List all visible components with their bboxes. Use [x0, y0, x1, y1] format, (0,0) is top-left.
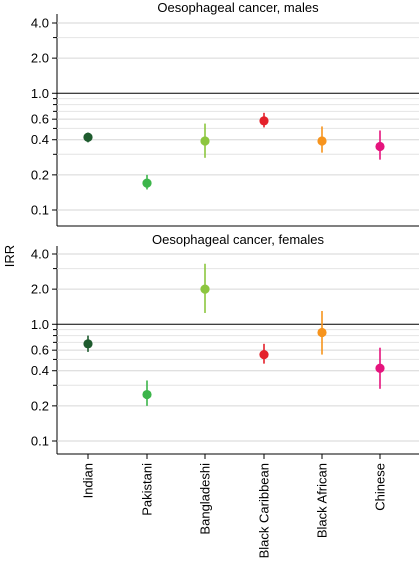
data-point — [317, 327, 327, 338]
y-tick-label: 0.6 — [31, 112, 49, 127]
data-point — [375, 141, 385, 152]
y-tick-label: 0.4 — [31, 132, 49, 147]
y-axis-label: IRR — [2, 245, 17, 267]
data-point — [200, 284, 210, 294]
y-tick-label: 1.0 — [31, 317, 49, 332]
y-tick-label: 2.0 — [31, 282, 49, 297]
x-tick-label: Bangladeshi — [198, 463, 213, 535]
data-point — [142, 389, 152, 400]
data-point — [259, 116, 269, 126]
x-tick-label: Chinese — [373, 463, 388, 511]
y-tick-label: 0.1 — [31, 434, 49, 449]
y-tick-label: 4.0 — [31, 16, 49, 31]
x-tick-label: Black Caribbean — [257, 463, 272, 558]
data-point — [83, 339, 93, 349]
y-tick-label: 0.1 — [31, 203, 49, 218]
data-point — [83, 132, 93, 142]
x-tick-label: Pakistani — [140, 463, 155, 516]
y-tick-label: 0.6 — [31, 343, 49, 358]
panel-title: Oesophageal cancer, males — [157, 0, 319, 15]
data-point — [259, 349, 269, 360]
data-point — [375, 363, 385, 373]
data-point — [142, 178, 152, 188]
y-tick-label: 0.4 — [31, 363, 49, 378]
panel-title: Oesophageal cancer, females — [152, 232, 324, 247]
y-tick-label: 2.0 — [31, 51, 49, 66]
x-tick-label: Black African — [315, 463, 330, 538]
y-tick-label: 1.0 — [31, 86, 49, 101]
data-point — [317, 136, 327, 146]
y-tick-label: 0.2 — [31, 398, 49, 413]
y-tick-label: 4.0 — [31, 247, 49, 262]
x-tick-label: Indian — [81, 463, 96, 498]
y-tick-label: 0.2 — [31, 167, 49, 182]
data-point — [200, 136, 210, 146]
